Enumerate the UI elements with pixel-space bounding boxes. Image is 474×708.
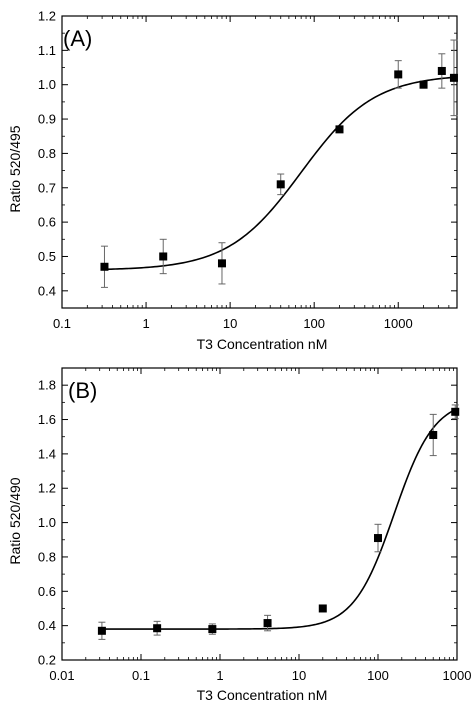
panel-a-data-point: [100, 262, 109, 271]
panel-b-x-tick-label: 0.1: [132, 668, 150, 683]
panel-a-y-tick-label: 0.7: [38, 180, 56, 195]
panel-a-y-tick-label: 0.4: [38, 283, 56, 298]
panel-a-plot-frame: [61, 15, 458, 309]
panel-b-y-tick-label: 1.8: [38, 378, 56, 393]
panel-b-y-tick-label: 0.8: [38, 549, 56, 564]
panel-b-y-tick-label: 1.2: [38, 481, 56, 496]
panel-b-data-point: [263, 619, 272, 628]
panel-b-x-tick-label: 10: [292, 668, 306, 683]
panel-a-label: (A): [63, 26, 92, 51]
panel-b-data-point: [153, 624, 162, 633]
panel-b-y-tick-label: 1.0: [38, 515, 56, 530]
panel-a-data-point: [394, 70, 403, 79]
panel-a-x-tick-label: 10: [223, 316, 237, 331]
panel-a-y-tick-label: 1.0: [38, 77, 56, 92]
panel-a-y-tick-label: 0.5: [38, 249, 56, 264]
panel-a-data-point: [159, 252, 168, 261]
panel-a-x-tick-label: 100: [303, 316, 325, 331]
panel-b-y-tick-label: 1.4: [38, 446, 56, 461]
panel-b-data-point: [451, 407, 460, 416]
panel-b-label: (B): [68, 378, 97, 403]
panel-a-fit-curve: [104, 76, 455, 271]
panel-b-y-tick-label: 0.2: [38, 653, 56, 668]
panel-a-data-point: [217, 259, 226, 268]
panel-b-plot-frame: [61, 367, 458, 661]
panel-a-x-tick-label: 1000: [384, 316, 413, 331]
panel-a-data-point: [276, 180, 285, 189]
panel-b-x-tick-label: 0.01: [49, 668, 74, 683]
panel-a-data-point: [419, 80, 428, 89]
panel-a-x-axis-label: T3 Concentration nM: [197, 336, 328, 352]
panel-a-y-tick-label: 1.2: [38, 9, 56, 24]
panel-a-x-tick-label: 0.1: [53, 316, 71, 331]
panel-a-y-tick-label: 0.9: [38, 112, 56, 127]
panel-b-data-point: [208, 625, 217, 634]
panel-a-chart: (A) T3 Concentration nM Ratio 520/495 0.…: [7, 9, 458, 352]
panel-b-data-point: [374, 534, 382, 543]
panel-b-data-point: [429, 430, 438, 439]
panel-b-chart: (B) T3 Concentration nM Ratio 520/490 0.…: [7, 367, 472, 703]
panel-b-x-tick-label: 1000: [443, 668, 472, 683]
panel-b-y-tick-label: 0.6: [38, 584, 56, 599]
panel-a-data-point: [335, 125, 344, 134]
panel-b-x-tick-label: 1: [216, 668, 223, 683]
panel-a-y-tick-label: 0.6: [38, 215, 56, 230]
panel-b-x-tick-label: 100: [367, 668, 389, 683]
panel-b-fit-curve: [101, 408, 456, 630]
panel-a-y-axis-label: Ratio 520/495: [7, 125, 23, 212]
panel-a-data-point: [449, 73, 458, 82]
panel-a-data-point: [437, 66, 446, 75]
panel-a-x-tick-label: 1: [142, 316, 149, 331]
panel-a-y-tick-label: 0.8: [38, 146, 56, 161]
panel-b-y-tick-label: 1.6: [38, 412, 56, 427]
panel-b-y-axis-label: Ratio 520/490: [7, 477, 23, 564]
panel-b-data-point: [318, 604, 327, 613]
panel-b-x-axis-label: T3 Concentration nM: [197, 687, 328, 703]
panel-a-y-tick-label: 1.1: [38, 43, 56, 58]
panel-b-y-tick-label: 0.4: [38, 618, 56, 633]
panel-b-data-point: [97, 626, 106, 635]
